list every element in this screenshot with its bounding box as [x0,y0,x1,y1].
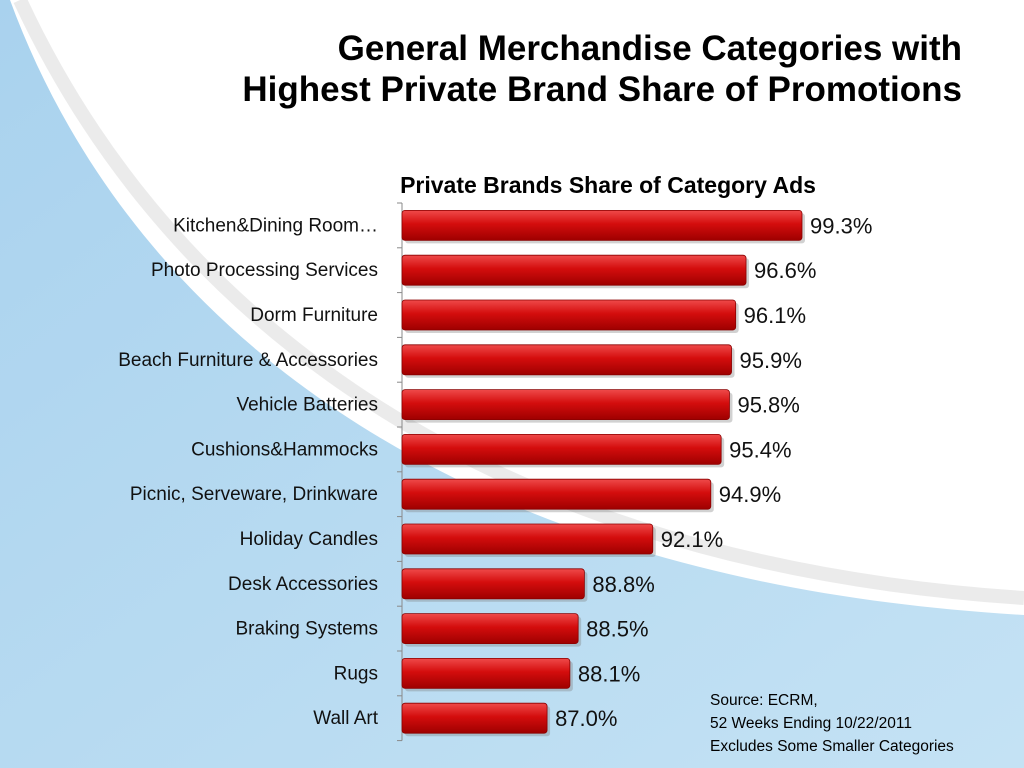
chart-title: Private Brands Share of Category Ads [400,172,816,198]
bar [401,613,579,644]
category-label: Beach Furniture & Accessories [118,350,378,371]
bar [401,344,732,376]
category-label: Desk Accessories [228,574,378,595]
source-note: Source: ECRM, 52 Weeks Ending 10/22/2011… [710,689,954,758]
bar-row: Desk Accessories 88.8% [228,568,655,602]
bar-row: Wall Art 87.0% [313,702,617,737]
source-line-1: Source: ECRM, [710,692,818,709]
data-label: 99.3% [810,213,872,238]
data-label: 88.8% [592,572,654,597]
slide-title-line-2: Highest Private Brand Share of Promotion… [242,70,962,109]
category-label: Vehicle Batteries [236,395,378,416]
bar-row: Dorm Furniture 96.1% [250,299,806,333]
category-label: Holiday Candles [240,529,378,550]
slide-title: General Merchandise Categories with High… [242,28,962,110]
data-label: 95.4% [729,437,791,462]
data-label: 87.0% [555,706,617,731]
data-label: 92.1% [661,527,723,552]
bar-row: Braking Systems 88.5% [235,613,649,647]
category-label: Cushions&Hammocks [191,439,378,460]
category-label: Picnic, Serveware, Drinkware [130,484,378,505]
bar-row: Photo Processing Services 96.6% [151,254,816,289]
category-label: Wall Art [313,708,378,729]
data-label: 88.1% [578,661,640,686]
bar-series: Kitchen&Dining Room… 99.3% Photo Processin… [118,209,872,737]
slide-title-line-1: General Merchandise Categories with [337,29,962,68]
data-label: 95.9% [740,348,802,373]
category-axis [397,202,403,742]
data-label: 95.8% [737,393,799,418]
bar-row: Cushions&Hammocks 95.4% [191,433,792,468]
bar [401,478,712,510]
bar [401,568,585,600]
source-line-3: Excludes Some Smaller Categories [710,738,954,755]
bar [401,209,803,241]
bar [401,389,730,421]
data-label: 88.5% [586,617,648,642]
bar-row: Rugs 88.1% [334,658,640,692]
category-label: Rugs [334,663,378,684]
bar [401,523,654,555]
bar [401,702,548,734]
data-label: 96.6% [754,258,816,283]
category-label: Photo Processing Services [151,260,378,281]
source-line-2: 52 Weeks Ending 10/22/2011 [710,715,912,732]
category-label: Braking Systems [235,619,378,640]
bar-row: Picnic, Serveware, Drinkware 94.9% [130,478,781,513]
bar [401,299,737,331]
bar-row: Holiday Candles 92.1% [240,523,723,557]
data-label: 94.9% [719,482,781,507]
category-label: Dorm Furniture [250,305,378,326]
bar-row: Kitchen&Dining Room… 99.3% [173,209,872,244]
bar [401,254,747,286]
category-label: Kitchen&Dining Room… [173,215,378,236]
bar [401,433,722,465]
bar [401,658,571,689]
data-label: 96.1% [744,303,806,328]
bar-row: Vehicle Batteries 95.8% [236,389,800,423]
bar-row: Beach Furniture & Accessories 95.9% [118,344,802,378]
